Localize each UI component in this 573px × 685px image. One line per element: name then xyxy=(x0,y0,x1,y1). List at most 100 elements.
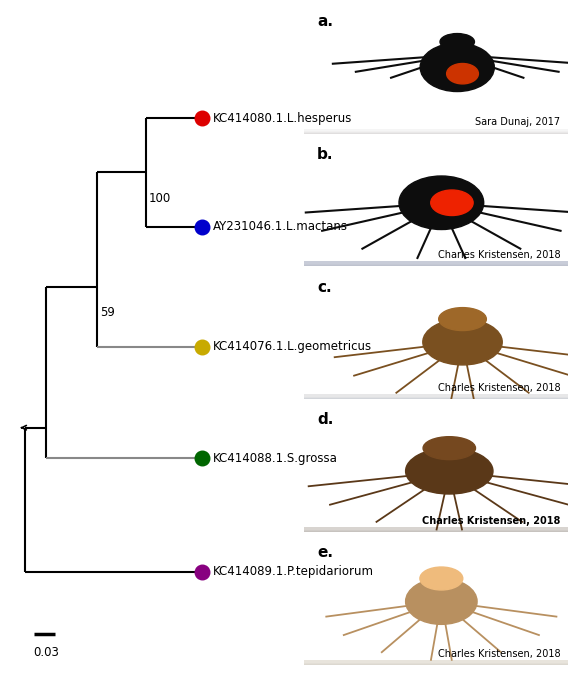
Bar xyxy=(304,395,568,397)
Bar xyxy=(304,662,568,665)
Bar xyxy=(304,395,568,398)
Bar xyxy=(304,131,568,134)
Bar xyxy=(304,527,568,530)
Bar xyxy=(304,262,568,264)
Text: AY231046.1.L.mactans: AY231046.1.L.mactans xyxy=(213,221,348,234)
Bar xyxy=(304,395,568,397)
Bar xyxy=(304,396,568,399)
Bar xyxy=(304,263,568,266)
Bar xyxy=(304,262,568,264)
Bar xyxy=(304,395,568,397)
Text: Charles Kristensen, 2018: Charles Kristensen, 2018 xyxy=(438,383,560,393)
Bar xyxy=(304,131,568,134)
Bar xyxy=(304,264,568,266)
Bar xyxy=(304,263,568,265)
Bar xyxy=(304,396,568,398)
Bar xyxy=(304,662,568,664)
Bar xyxy=(304,661,568,664)
Bar xyxy=(304,130,568,133)
Bar xyxy=(304,527,568,530)
Bar xyxy=(304,262,568,264)
Bar xyxy=(304,262,568,264)
Bar xyxy=(304,529,568,532)
Bar xyxy=(304,662,568,665)
Bar xyxy=(304,396,568,399)
Text: 59: 59 xyxy=(100,306,115,319)
Bar xyxy=(304,264,568,266)
Bar xyxy=(304,264,568,266)
Bar xyxy=(304,129,568,132)
Bar xyxy=(304,395,568,397)
Bar xyxy=(304,528,568,531)
Bar xyxy=(304,661,568,663)
Point xyxy=(198,112,207,123)
Bar xyxy=(304,395,568,397)
Bar xyxy=(304,397,568,399)
Bar xyxy=(304,528,568,530)
Bar xyxy=(304,530,568,532)
Bar xyxy=(304,262,568,265)
Bar xyxy=(304,264,568,266)
Bar xyxy=(304,662,568,664)
Bar xyxy=(304,263,568,266)
Bar xyxy=(304,397,568,399)
Bar xyxy=(304,397,568,399)
Bar xyxy=(304,530,568,532)
Bar xyxy=(304,527,568,530)
Bar xyxy=(304,662,568,664)
Bar xyxy=(304,129,568,132)
Bar xyxy=(304,262,568,265)
Bar xyxy=(304,396,568,399)
Bar xyxy=(304,263,568,265)
Bar xyxy=(304,263,568,266)
Bar xyxy=(304,660,568,663)
Text: c.: c. xyxy=(317,279,332,295)
Bar xyxy=(304,660,568,663)
Bar xyxy=(304,129,568,132)
Bar xyxy=(304,395,568,397)
Bar xyxy=(304,661,568,663)
Bar xyxy=(304,262,568,265)
Bar xyxy=(304,129,568,132)
Bar xyxy=(304,129,568,132)
Bar xyxy=(304,129,568,132)
Bar xyxy=(304,129,568,132)
Bar xyxy=(304,263,568,266)
Bar xyxy=(304,262,568,265)
Bar xyxy=(304,130,568,132)
Bar xyxy=(304,396,568,398)
Bar xyxy=(304,130,568,132)
Bar xyxy=(304,397,568,399)
Bar xyxy=(304,530,568,532)
Bar xyxy=(304,527,568,530)
Bar xyxy=(304,131,568,133)
Bar xyxy=(304,263,568,266)
Bar xyxy=(304,662,568,665)
Bar xyxy=(304,131,568,134)
Ellipse shape xyxy=(423,319,502,365)
Bar xyxy=(304,264,568,266)
Bar xyxy=(304,397,568,399)
Bar xyxy=(304,129,568,131)
Point xyxy=(198,341,207,352)
Bar xyxy=(304,263,568,266)
Bar xyxy=(304,528,568,531)
Bar xyxy=(304,131,568,134)
Bar xyxy=(304,264,568,266)
Ellipse shape xyxy=(431,190,473,216)
Bar xyxy=(304,528,568,531)
Ellipse shape xyxy=(446,64,478,84)
Bar xyxy=(304,262,568,264)
Bar xyxy=(304,395,568,398)
Bar xyxy=(304,397,568,399)
Bar xyxy=(304,527,568,530)
Bar xyxy=(304,660,568,663)
Bar xyxy=(304,662,568,664)
Bar xyxy=(304,397,568,399)
Text: d.: d. xyxy=(317,412,333,427)
Bar xyxy=(304,662,568,665)
Bar xyxy=(304,530,568,532)
Bar xyxy=(304,396,568,399)
Bar xyxy=(304,661,568,664)
Bar xyxy=(304,527,568,530)
